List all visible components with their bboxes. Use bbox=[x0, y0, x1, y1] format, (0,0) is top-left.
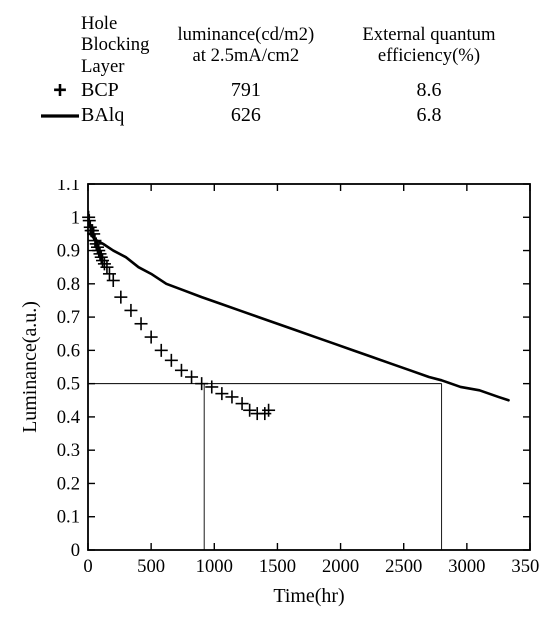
table-row: + BCP7918.6 bbox=[40, 78, 520, 103]
series-marker-BCP bbox=[236, 397, 249, 410]
y-tick-label: 1 bbox=[71, 207, 80, 228]
table-header-text: Layer bbox=[81, 56, 153, 77]
table-header-text: External quantum bbox=[339, 24, 519, 45]
x-tick-label: 2000 bbox=[322, 556, 359, 577]
series-marker-BCP bbox=[243, 404, 256, 417]
series-marker-BCP bbox=[155, 344, 168, 357]
row-efficiency-value: 6.8 bbox=[338, 103, 520, 128]
table-header-text: at 2.5mA/cm2 bbox=[155, 45, 337, 66]
series-marker-BCP bbox=[114, 291, 127, 304]
y-tick-label: 0 bbox=[71, 540, 80, 561]
x-tick-label: 1000 bbox=[196, 556, 233, 577]
series-line-BAlq bbox=[89, 234, 509, 400]
y-tick-label: 0.7 bbox=[57, 307, 80, 328]
series-marker-BCP bbox=[124, 304, 137, 317]
series-marker-BCP bbox=[145, 331, 158, 344]
col-marker-header bbox=[40, 12, 80, 78]
row-hbl-name: BAlq bbox=[80, 103, 154, 128]
table-header-text: efficiency(%) bbox=[339, 45, 519, 66]
series-marker-BCP bbox=[165, 354, 178, 367]
x-tick-label: 3000 bbox=[448, 556, 485, 577]
y-tick-label: 0.8 bbox=[57, 274, 80, 295]
series-marker-BCP bbox=[215, 387, 228, 400]
table-header-text: Hole bbox=[81, 13, 153, 34]
table-header-row: HoleBlockingLayer luminance(cd/m2)at 2.5… bbox=[40, 12, 520, 78]
y-tick-label: 1.1 bbox=[57, 180, 80, 195]
line-marker-icon bbox=[41, 114, 79, 118]
y-tick-label: 0.1 bbox=[57, 507, 80, 528]
row-luminance-value: 791 bbox=[154, 78, 338, 103]
row-marker bbox=[40, 103, 80, 128]
y-tick-label: 0.5 bbox=[57, 374, 80, 395]
y-tick-label: 0.6 bbox=[57, 340, 80, 361]
x-axis-label: Time(hr) bbox=[273, 585, 344, 607]
x-tick-label: 500 bbox=[137, 556, 165, 577]
row-marker: + bbox=[40, 78, 80, 103]
series-marker-BCP bbox=[83, 214, 96, 227]
luminance-vs-time-chart: 0 500 1000 1500 2000 2500 3000 3500 0 0.1 0.2 0.3 0.… bbox=[10, 180, 540, 620]
y-tick-label: 0.3 bbox=[57, 440, 80, 461]
series-marker-BCP bbox=[84, 221, 97, 234]
col-hbl-header: HoleBlockingLayer bbox=[80, 12, 154, 78]
y-tick-label: 0.4 bbox=[57, 407, 81, 428]
col-luminance-header: luminance(cd/m2)at 2.5mA/cm2 bbox=[154, 12, 338, 78]
plus-marker-icon: + bbox=[53, 78, 66, 103]
x-tick-label: 3500 bbox=[511, 556, 540, 577]
legend-table: HoleBlockingLayer luminance(cd/m2)at 2.5… bbox=[40, 12, 520, 128]
series-marker-BCP bbox=[225, 390, 238, 403]
row-hbl-name: BCP bbox=[80, 78, 154, 103]
plot-border bbox=[88, 184, 530, 550]
series-marker-BCP bbox=[135, 317, 148, 330]
row-luminance-value: 626 bbox=[154, 103, 338, 128]
y-axis-label: Luminance(a.u.) bbox=[19, 301, 41, 433]
table-row: BAlq6266.8 bbox=[40, 103, 520, 128]
col-efficiency-header: External quantumefficiency(%) bbox=[338, 12, 520, 78]
x-tick-label: 0 bbox=[83, 556, 92, 577]
y-tick-label: 0.2 bbox=[57, 473, 80, 494]
row-efficiency-value: 8.6 bbox=[338, 78, 520, 103]
series-marker-BCP bbox=[195, 377, 208, 390]
series-marker-BCP bbox=[205, 380, 218, 393]
series-marker-BCP bbox=[185, 370, 198, 383]
x-tick-label: 1500 bbox=[259, 556, 296, 577]
y-tick-label: 0.9 bbox=[57, 241, 80, 262]
series-marker-BCP bbox=[175, 364, 188, 377]
table-header-text: luminance(cd/m2) bbox=[155, 24, 337, 45]
table-header-text: Blocking bbox=[81, 34, 153, 55]
x-tick-label: 2500 bbox=[385, 556, 422, 577]
